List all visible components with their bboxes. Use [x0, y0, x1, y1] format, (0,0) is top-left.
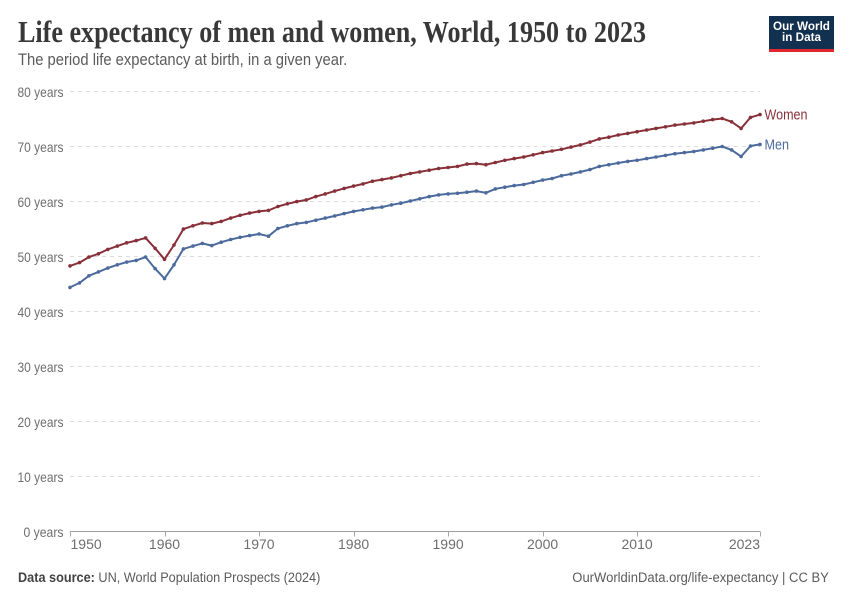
svg-text:1980: 1980: [338, 536, 369, 552]
svg-text:30 years: 30 years: [18, 359, 64, 375]
svg-text:1960: 1960: [149, 536, 180, 552]
svg-text:80 years: 80 years: [18, 84, 64, 100]
svg-text:10 years: 10 years: [18, 469, 64, 485]
svg-text:40 years: 40 years: [18, 304, 64, 320]
svg-text:50 years: 50 years: [18, 249, 64, 265]
svg-text:2000: 2000: [527, 536, 558, 552]
svg-text:2023: 2023: [729, 536, 760, 552]
svg-text:Women: Women: [765, 108, 808, 124]
svg-text:70 years: 70 years: [18, 139, 64, 155]
svg-text:2010: 2010: [622, 536, 653, 552]
svg-text:Men: Men: [765, 138, 790, 154]
svg-text:1950: 1950: [71, 536, 102, 552]
svg-text:1970: 1970: [243, 536, 274, 552]
svg-text:60 years: 60 years: [18, 194, 64, 210]
svg-text:0 years: 0 years: [24, 524, 64, 540]
svg-text:1990: 1990: [433, 536, 464, 552]
svg-text:20 years: 20 years: [18, 414, 64, 430]
